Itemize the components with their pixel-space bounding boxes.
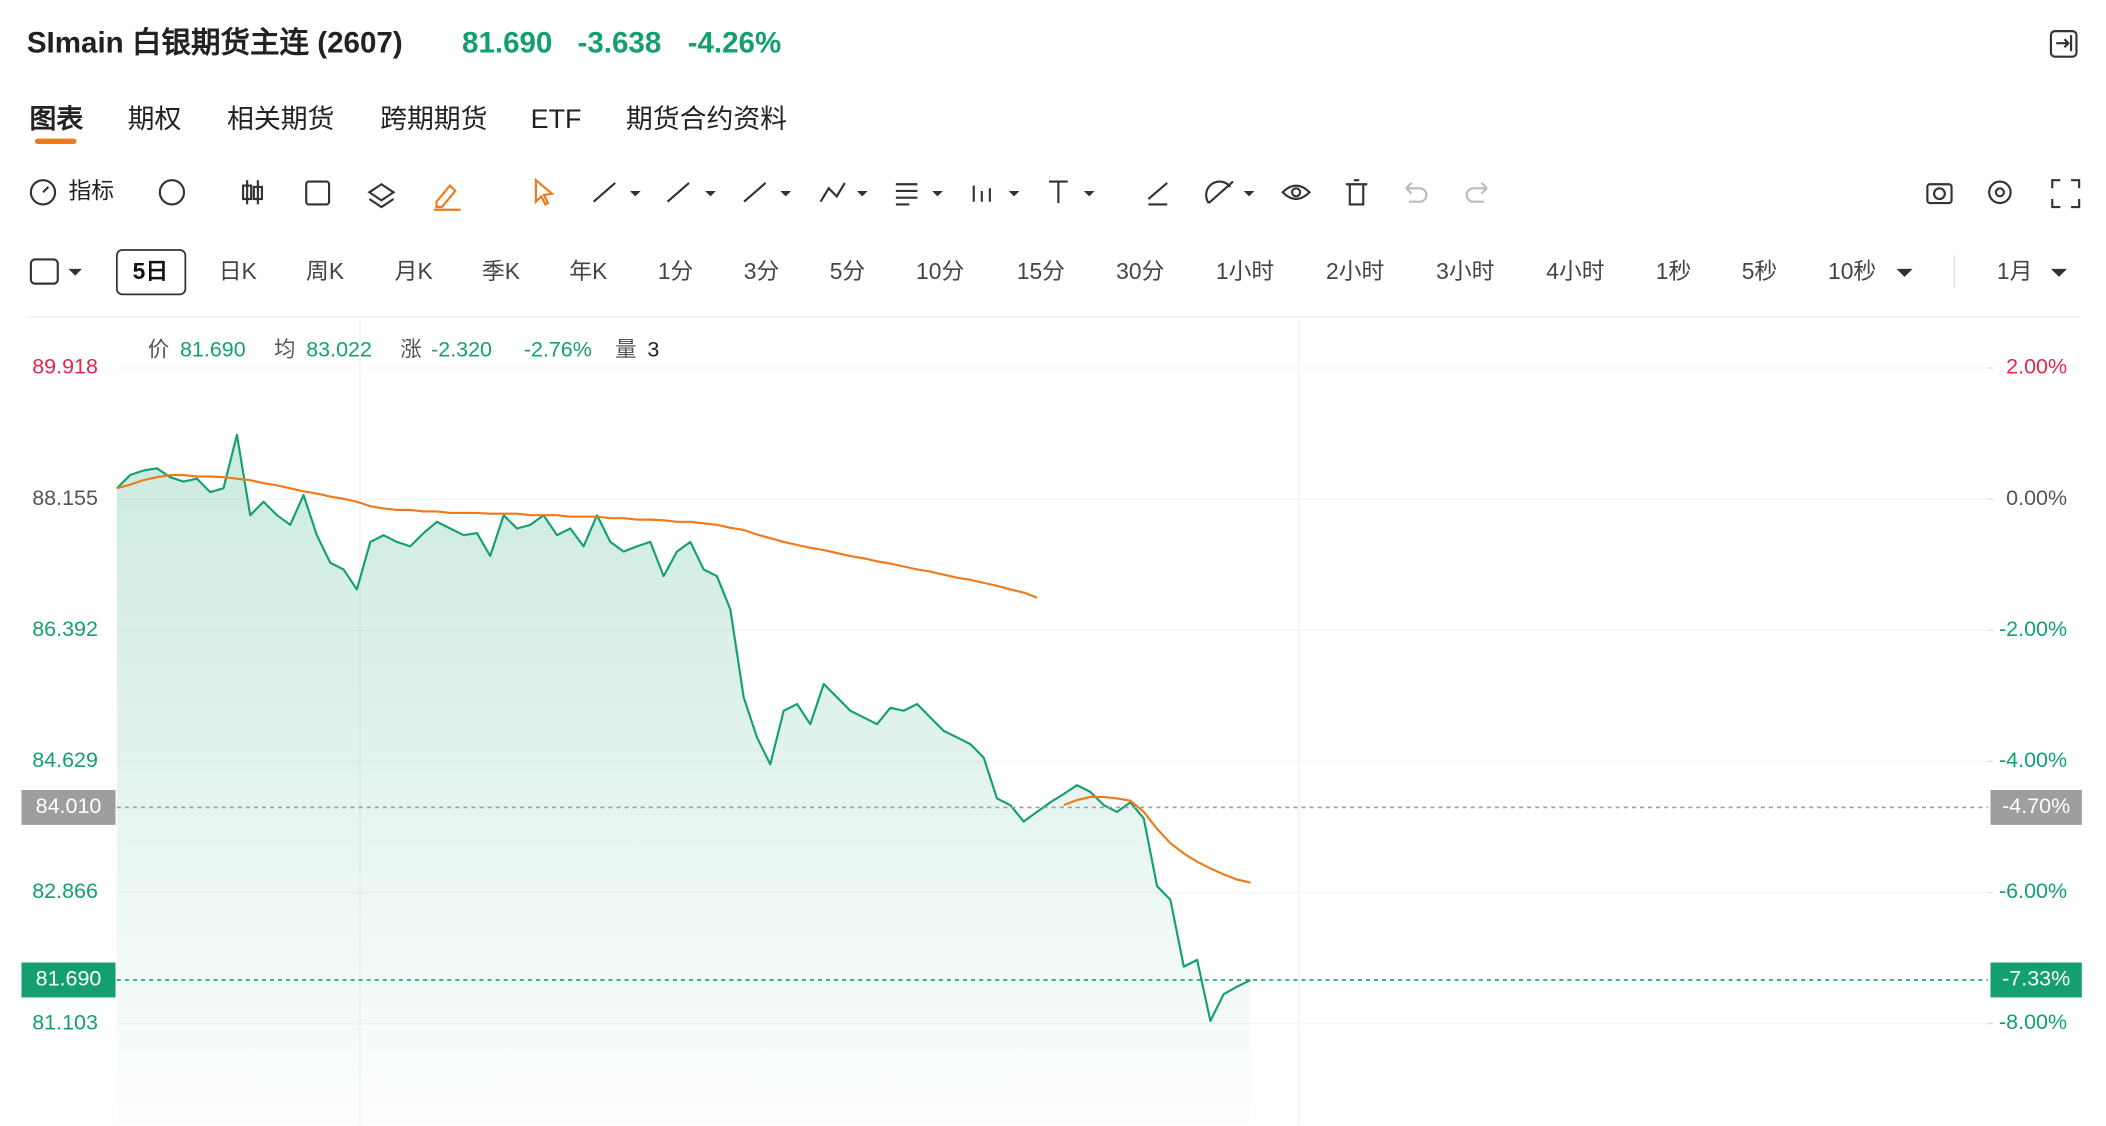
y-tick-label: 89.918: [32, 355, 98, 379]
timeframe[interactable]: 30分: [1116, 258, 1164, 284]
eye-icon[interactable]: [1281, 184, 1312, 201]
plot: [116, 367, 1994, 1126]
timeframe[interactable]: 15分: [1017, 258, 1065, 284]
camera-icon[interactable]: [1926, 183, 1953, 205]
area-fill: [116, 434, 1251, 1126]
timeframe[interactable]: 月K: [395, 258, 433, 284]
y-tick-label: 84.629: [32, 748, 98, 772]
info-value: 3: [647, 337, 659, 361]
info-value: -2.76%: [524, 337, 592, 361]
delete-icon[interactable]: [1345, 179, 1368, 206]
info-label: 均: [274, 337, 295, 361]
timeframe[interactable]: 10秒: [1828, 258, 1876, 284]
settings-icon[interactable]: [1988, 180, 2012, 205]
timeframe[interactable]: 5分: [830, 258, 866, 284]
quote-change-pct: -4.26%: [688, 26, 782, 59]
draw-tools[interactable]: [592, 182, 991, 206]
undo-redo[interactable]: [1405, 182, 1488, 203]
period-icon[interactable]: [29, 258, 59, 285]
shape-icon[interactable]: [305, 180, 331, 206]
series-line: [116, 473, 1251, 884]
pct-tag: [1990, 962, 2082, 998]
timeframe[interactable]: 1小时: [1216, 258, 1274, 284]
info-label: 量: [615, 337, 636, 361]
y2-tick-label: 2.00%: [2006, 355, 2067, 379]
timeframe[interactable]: 4小时: [1546, 258, 1604, 284]
price-tag: [21, 789, 116, 825]
timeframe[interactable]: 3分: [744, 258, 780, 284]
tab[interactable]: 图表: [30, 104, 84, 134]
dropdown-arrows: [1896, 268, 2068, 277]
pct-tag-label: -4.70%: [2002, 794, 2070, 818]
timeframe[interactable]: 1月: [1997, 258, 2033, 284]
y-tick-label: 86.392: [32, 617, 98, 641]
timeframe[interactable]: 季K: [482, 258, 520, 284]
pct-tag: [1990, 789, 2082, 825]
timeframe[interactable]: 2小时: [1326, 258, 1384, 284]
timeframe[interactable]: 10分: [916, 258, 964, 284]
text-icon[interactable]: [1048, 180, 1068, 204]
timeframe[interactable]: 年K: [569, 258, 607, 284]
dropdown-arrows: [629, 190, 1255, 197]
timeframe[interactable]: 5日: [133, 258, 169, 284]
fullscreen-icon[interactable]: [2051, 179, 2081, 209]
active-timeframe-box: [115, 249, 187, 296]
timeframe[interactable]: 5秒: [1742, 258, 1778, 284]
price-tag: [21, 962, 116, 998]
toolbar: 指标: [29, 177, 2081, 296]
indicator-button[interactable]: 指标: [29, 177, 114, 206]
info-bar: 价 81.690 均 83.022 涨 -2.320 -2.76% 量 3: [148, 337, 660, 361]
magnet-icon[interactable]: [1147, 182, 1168, 206]
info-label: 涨: [400, 337, 421, 361]
timeframe[interactable]: 日K: [219, 258, 257, 284]
tab[interactable]: 期权: [128, 104, 182, 134]
cursor-icon[interactable]: [534, 177, 555, 206]
lock-icon[interactable]: [1205, 180, 1234, 204]
y-tick-label: 82.866: [32, 879, 98, 903]
tab[interactable]: ETF: [531, 104, 582, 134]
layers-icon[interactable]: [367, 182, 396, 209]
info-value: 83.022: [306, 337, 372, 361]
y-tick-label: 81.103: [32, 1010, 98, 1034]
dropdown-arrow: [68, 268, 82, 276]
timeframe[interactable]: 1分: [658, 258, 694, 284]
collapse-button[interactable]: [2049, 30, 2078, 58]
y2-tick-label: -4.00%: [1999, 748, 2067, 772]
indicator-label: 指标: [68, 177, 114, 203]
timeframe[interactable]: 周K: [306, 258, 344, 284]
price-tag-label: 84.010: [36, 794, 102, 818]
tab-underline: [34, 138, 77, 144]
tab[interactable]: 跨期期货: [380, 104, 487, 134]
y2-tick-label: -2.00%: [1999, 617, 2067, 641]
y-tick-label: 88.155: [32, 486, 98, 510]
quote-price: 81.690: [462, 26, 552, 59]
timeframe[interactable]: 3小时: [1436, 258, 1494, 284]
quote-change: -3.638: [578, 26, 662, 59]
title: SImain 白银期货主连 (2607): [27, 25, 403, 59]
candle-icon[interactable]: [246, 180, 259, 205]
y2-tick-label: -6.00%: [1999, 879, 2067, 903]
info-value: -2.320: [431, 337, 492, 361]
tab[interactable]: 期货合约资料: [626, 104, 787, 134]
series-line: [116, 433, 1251, 1022]
draw-icon[interactable]: [433, 183, 461, 211]
info-value: 81.690: [180, 337, 246, 361]
replay-icon[interactable]: [158, 179, 186, 206]
tab[interactable]: 相关期货: [227, 104, 334, 134]
timeframe[interactable]: 1秒: [1656, 258, 1692, 284]
pct-tag-label: -7.33%: [2002, 967, 2070, 991]
price-tag-label: 81.690: [36, 967, 102, 991]
y2-tick-label: 0.00%: [2006, 486, 2067, 510]
y2-tick-label: -8.00%: [1999, 1010, 2067, 1034]
info-label: 价: [148, 337, 169, 361]
